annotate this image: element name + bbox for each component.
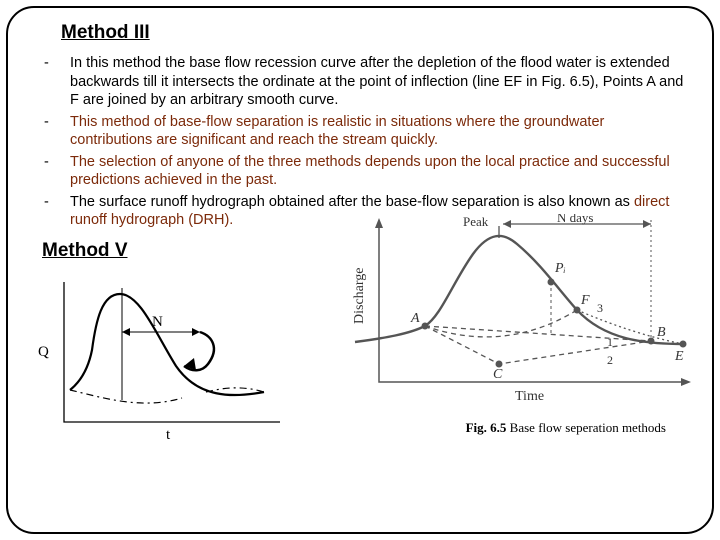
point-Pi xyxy=(548,278,555,285)
method-1-line xyxy=(425,326,651,341)
label-1: 1 xyxy=(607,335,613,349)
y-axis-label: Discharge xyxy=(352,267,367,324)
method-2-line xyxy=(425,326,651,364)
baseflow-separation-figure: Peak N days A B C E F Pᵢ 1 2 3 Discharge… xyxy=(344,214,696,434)
small-hydrograph-figure: Q t N xyxy=(44,272,304,442)
y-axis-label: Q xyxy=(38,344,49,361)
slide-frame: Method III In this method the base flow … xyxy=(6,6,714,534)
big-hydrograph-svg: Peak N days A B C E F Pᵢ 1 2 3 Discharge… xyxy=(344,214,696,414)
figure-caption: Fig. 6.5 Base flow seperation methods xyxy=(466,420,666,436)
ndays-arrow-l xyxy=(503,220,511,228)
axes xyxy=(379,224,685,382)
hydrograph-curve xyxy=(355,236,683,344)
label-C: C xyxy=(493,367,503,382)
label-3: 3 xyxy=(597,301,603,315)
label-A: A xyxy=(410,311,420,326)
n-arrow-right xyxy=(192,328,200,336)
bullet-text: This method of base-flow separation is r… xyxy=(70,114,604,149)
point-E xyxy=(680,340,687,347)
heading-method-3: Method III xyxy=(61,22,684,44)
left-column: Method V Q t N xyxy=(36,234,336,442)
ndays-label: N days xyxy=(557,214,593,225)
point-F xyxy=(574,306,581,313)
label-Pi: Pᵢ xyxy=(554,261,566,276)
x-axis-label: t xyxy=(166,427,170,444)
n-arrow-left xyxy=(122,328,130,336)
bullet-text: In this method the base flow recession c… xyxy=(70,55,683,108)
hydrograph-curve xyxy=(70,294,264,395)
n-label: N xyxy=(152,314,163,331)
bullet-item: In this method the base flow recession c… xyxy=(44,54,684,110)
ndays-arrow-r xyxy=(643,220,651,228)
heading-method-5: Method V xyxy=(42,240,336,262)
caption-bold: Fig. 6.5 xyxy=(466,420,507,435)
caption-rest: Base flow seperation methods xyxy=(506,420,666,435)
bullet-item: This method of base-flow separation is r… xyxy=(44,113,684,150)
label-2: 2 xyxy=(607,353,613,367)
bullet-item: The selection of anyone of the three met… xyxy=(44,153,684,190)
peak-label: Peak xyxy=(463,214,489,229)
bullet-text: The selection of anyone of the three met… xyxy=(70,154,670,189)
bullet-list: In this method the base flow recession c… xyxy=(44,54,684,230)
point-B xyxy=(648,337,655,344)
label-F: F xyxy=(580,293,590,308)
label-B: B xyxy=(657,325,666,340)
method-3-line xyxy=(425,310,577,337)
x-axis-label: Time xyxy=(515,389,544,404)
label-E: E xyxy=(674,349,684,364)
small-hydrograph-svg xyxy=(44,272,304,442)
figures-row: Method V Q t N xyxy=(36,234,684,442)
point-A xyxy=(422,322,429,329)
x-arrowhead xyxy=(681,378,691,386)
y-arrowhead xyxy=(375,218,383,228)
bullet-text: The surface runoff hydrograph obtained a… xyxy=(70,194,634,210)
